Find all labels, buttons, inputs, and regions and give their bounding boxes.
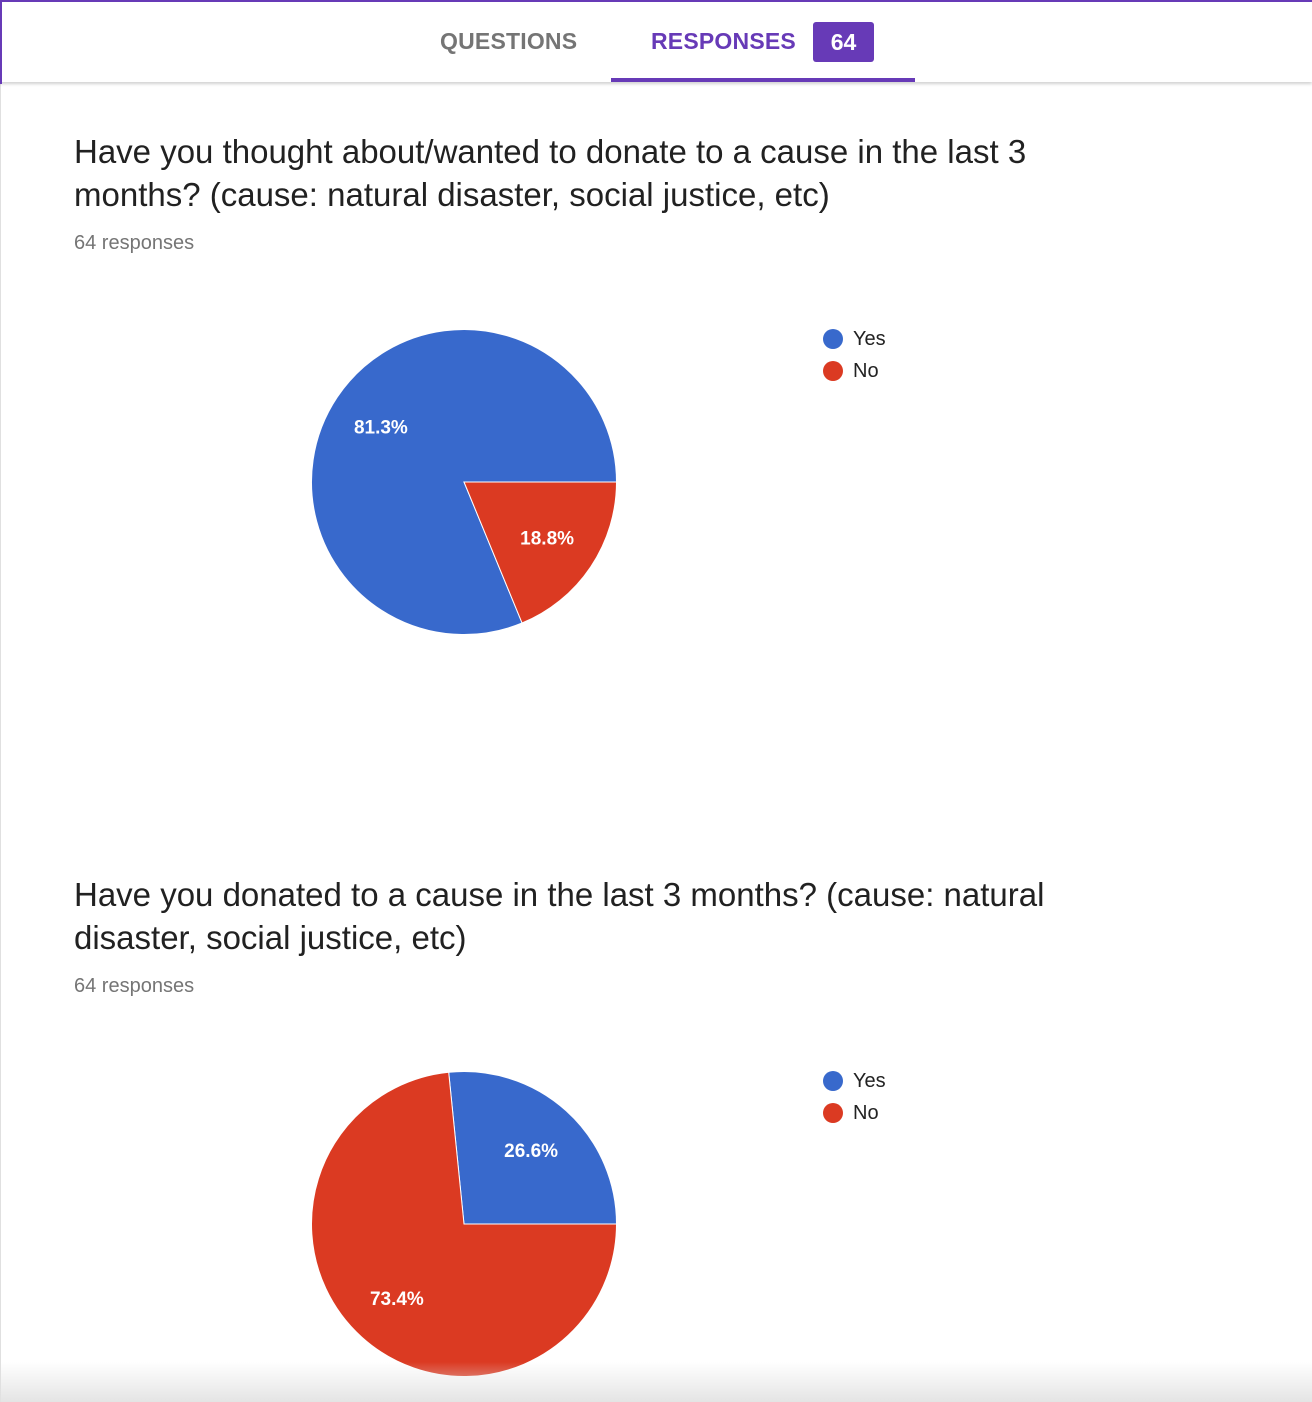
pie-slice-no[interactable] (463, 481, 618, 624)
response-count: 64 responses (74, 232, 195, 254)
legend-label-no: No (853, 1101, 879, 1124)
legend-item-no: No (823, 1097, 886, 1129)
legend-item-no: No (823, 355, 886, 387)
legend-swatch-no (823, 361, 843, 381)
pie-slice-label-no: 18.8% (520, 529, 574, 550)
legend-swatch-no (823, 1103, 843, 1123)
pie-slice-label-yes: 26.6% (504, 1141, 558, 1162)
question-card-2: Have you donated to a cause in the last … (74, 873, 1084, 998)
pie-slice-label-yes: 81.3% (354, 417, 408, 438)
chart-legend-2: Yes No (823, 1065, 886, 1129)
legend-label-no: No (853, 359, 879, 382)
legend-swatch-yes (823, 329, 843, 349)
active-tab-indicator (611, 78, 915, 82)
legend-label-yes: Yes (853, 1069, 886, 1092)
legend-label-yes: Yes (853, 327, 886, 350)
pie-slice-label-no: 73.4% (370, 1289, 424, 1310)
legend-item-yes: Yes (823, 1065, 886, 1097)
legend-swatch-yes (823, 1071, 843, 1091)
pie-chart-1: 81.3% 18.8% (311, 329, 618, 635)
tab-questions[interactable]: QUESTIONS (440, 28, 578, 54)
pie-chart-2: 26.6% 73.4% (311, 1071, 618, 1377)
bottom-scroll-shadow (0, 1362, 1312, 1402)
question-title: Have you thought about/wanted to donate … (74, 133, 1027, 213)
responses-count-badge: 64 (813, 22, 874, 62)
legend-item-yes: Yes (823, 323, 886, 355)
pie-slice-yes[interactable] (448, 1071, 618, 1225)
chart-legend-1: Yes No (823, 323, 886, 387)
accent-edge (0, 2, 2, 84)
pie-slice-no[interactable] (311, 1071, 618, 1377)
page-edge (0, 82, 1, 1402)
response-count: 64 responses (74, 975, 195, 997)
tab-responses[interactable]: RESPONSES (651, 28, 796, 54)
question-title: Have you donated to a cause in the last … (74, 876, 1045, 956)
tab-bar: QUESTIONS RESPONSES 64 (0, 0, 1312, 84)
question-card-1: Have you thought about/wanted to donate … (74, 130, 1084, 255)
